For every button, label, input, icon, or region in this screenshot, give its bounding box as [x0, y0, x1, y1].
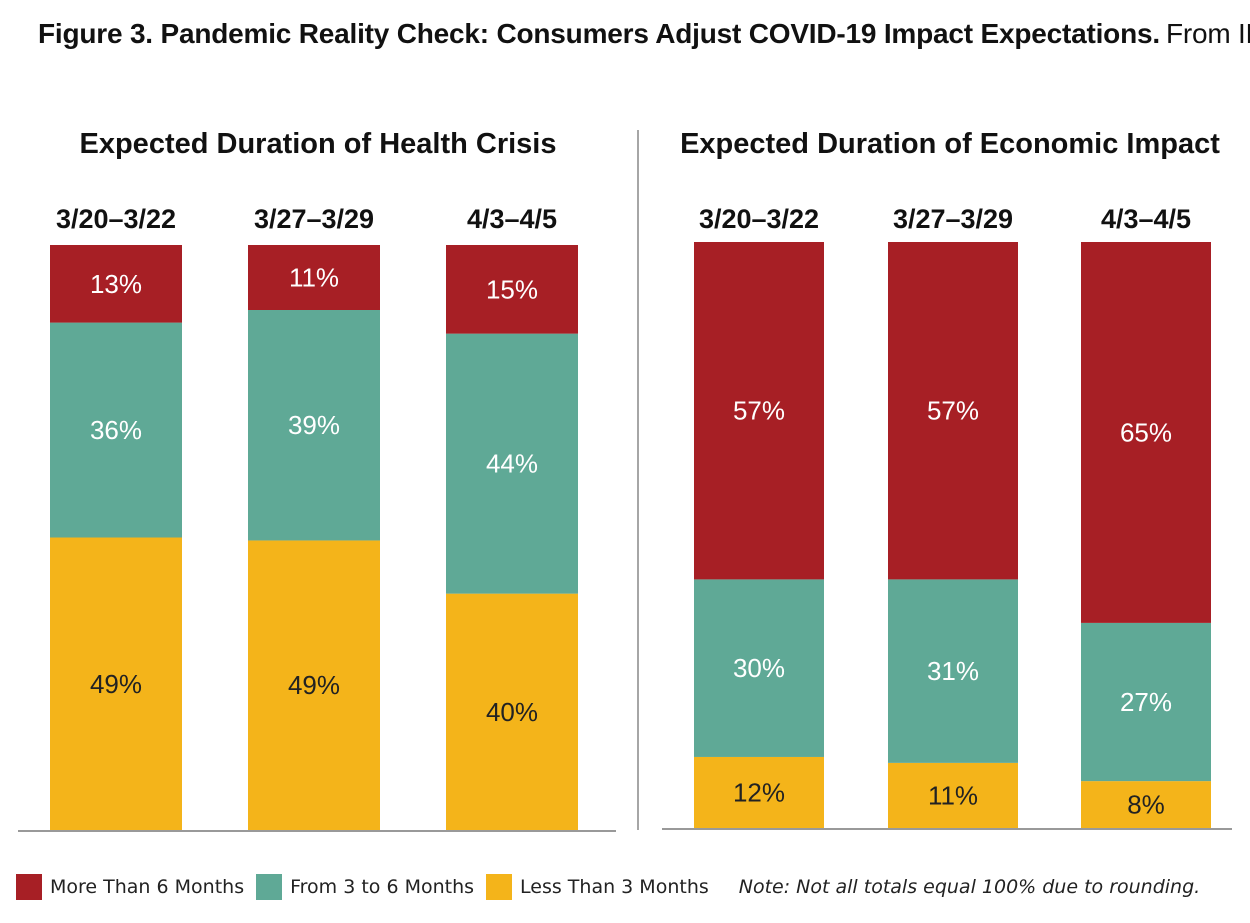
- data-label: 44%: [486, 449, 538, 479]
- bar-segment: [694, 756, 824, 828]
- bar-segment: [248, 245, 380, 310]
- figure-title-main: Figure 3. Pandemic Reality Check: Consum…: [38, 18, 1160, 49]
- data-label: 8%: [1127, 790, 1165, 820]
- data-label: 30%: [733, 653, 785, 683]
- bar-segment: [50, 245, 182, 323]
- data-label: 49%: [90, 669, 142, 699]
- bar-segment: [446, 593, 578, 830]
- category-label: 3/20–3/22: [56, 204, 176, 234]
- bar-segment: [248, 310, 380, 541]
- legend-swatch-yellow: [486, 874, 513, 900]
- category-label: 4/3–4/5: [467, 204, 557, 234]
- legend-item-more-than-6: More Than 6 Months: [16, 874, 244, 900]
- bar-segment: [888, 579, 1018, 763]
- figure-source: From IRI: [1165, 18, 1250, 49]
- bar-segment: [1081, 242, 1211, 623]
- legend-swatch-red: [16, 874, 42, 900]
- chart-title: Expected Duration of Health Crisis: [80, 128, 557, 160]
- bar-segment: [446, 245, 578, 334]
- category-label: 3/27–3/29: [893, 204, 1013, 234]
- bar-segment: [50, 537, 182, 830]
- figure-title: Figure 3. Pandemic Reality Check: Consum…: [38, 18, 1250, 50]
- data-label: 36%: [90, 415, 142, 445]
- legend-item-less-than-3: Less Than 3 Months: [486, 874, 709, 900]
- category-label: 4/3–4/5: [1101, 204, 1191, 234]
- legend-swatch-teal: [256, 874, 283, 900]
- data-label: 31%: [927, 656, 979, 686]
- bar-segment: [694, 579, 824, 757]
- legend: More Than 6 Months From 3 to 6 Months Le…: [16, 872, 1236, 902]
- bar-segment: [1081, 622, 1211, 782]
- data-label: 57%: [927, 396, 979, 426]
- data-label: 12%: [733, 777, 785, 807]
- data-label: 15%: [486, 274, 538, 304]
- data-label: 27%: [1120, 687, 1172, 717]
- data-label: 49%: [288, 670, 340, 700]
- bar-segment: [248, 540, 380, 830]
- bar-segment: [1081, 781, 1211, 828]
- bar-segment: [888, 242, 1018, 580]
- legend-label: Less Than 3 Months: [520, 876, 709, 898]
- legend-label: More Than 6 Months: [50, 876, 245, 898]
- data-label: 11%: [928, 780, 978, 810]
- bar-segment: [694, 242, 824, 580]
- bar-segment: [888, 762, 1018, 828]
- stacked-bar-charts: Expected Duration of Health Crisis 3/20–3…: [18, 128, 1232, 832]
- category-label: 3/27–3/29: [254, 204, 374, 234]
- rounding-note: Note: Not all totals equal 100% due to r…: [738, 876, 1201, 898]
- data-label: 39%: [288, 410, 340, 440]
- data-label: 11%: [289, 263, 339, 293]
- data-label: 13%: [90, 269, 142, 299]
- bar-segment: [50, 322, 182, 538]
- category-label: 3/20–3/22: [699, 204, 819, 234]
- chart-title: Expected Duration of Economic Impact: [680, 128, 1220, 160]
- bar-segment: [446, 333, 578, 594]
- data-label: 57%: [733, 396, 785, 426]
- legend-label: From 3 to 6 Months: [290, 876, 475, 898]
- data-label: 65%: [1120, 417, 1172, 447]
- data-label: 40%: [486, 697, 538, 727]
- legend-item-3-to-6: From 3 to 6 Months: [256, 874, 474, 900]
